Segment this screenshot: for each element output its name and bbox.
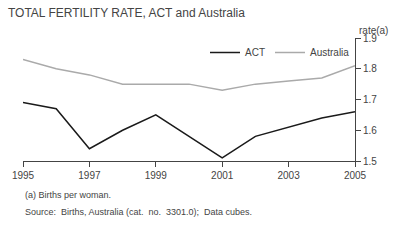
svg-text:2001: 2001 <box>211 170 234 181</box>
svg-text:ACT: ACT <box>245 47 265 58</box>
svg-text:TOTAL FERTILITY RATE, ACT and: TOTAL FERTILITY RATE, ACT and Australia <box>8 6 245 20</box>
svg-text:Australia: Australia <box>310 47 349 58</box>
svg-text:2003: 2003 <box>277 170 300 181</box>
svg-text:1.5: 1.5 <box>363 156 377 167</box>
svg-text:Source: Births, Australia (ca: Source: Births, Australia (cat. no. 3301… <box>25 207 252 217</box>
svg-text:1999: 1999 <box>145 170 168 181</box>
svg-text:rate(a): rate(a) <box>359 25 388 36</box>
svg-text:1995: 1995 <box>12 170 35 181</box>
svg-text:1.9: 1.9 <box>363 33 377 44</box>
svg-text:1.6: 1.6 <box>363 125 377 136</box>
svg-text:(a) Births per woman.: (a) Births per woman. <box>25 190 111 200</box>
svg-text:2005: 2005 <box>344 170 367 181</box>
svg-text:1.8: 1.8 <box>363 63 377 74</box>
svg-text:1997: 1997 <box>78 170 101 181</box>
svg-text:1.7: 1.7 <box>363 94 377 105</box>
